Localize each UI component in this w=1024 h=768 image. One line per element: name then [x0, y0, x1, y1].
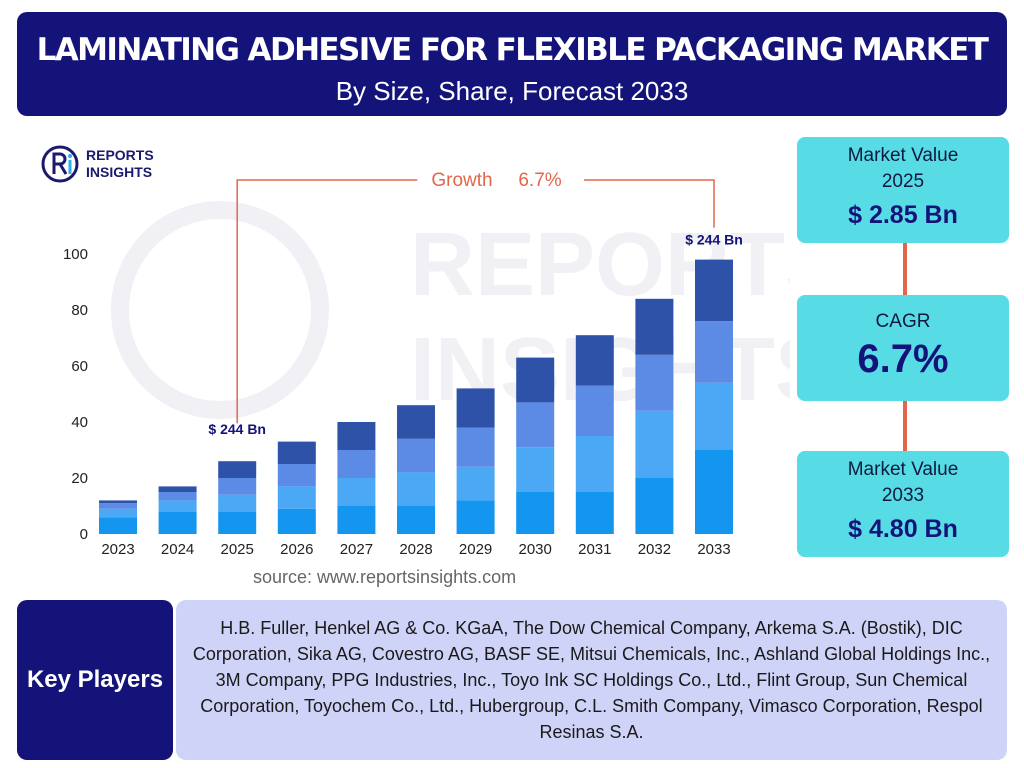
bar-segment — [575, 335, 614, 386]
bar-segment — [397, 506, 435, 534]
logo-text-reports: REPORTS — [86, 147, 154, 163]
growth-label: Growth — [431, 170, 492, 191]
bar-segment — [516, 447, 555, 492]
end-value-label: $ 244 Bn — [685, 232, 743, 248]
brand-logo: REPORTS INSIGHTS — [40, 144, 154, 184]
bar-segment — [99, 508, 137, 518]
x-tick-label: 2031 — [578, 541, 611, 558]
bar-segment — [575, 436, 614, 492]
market-value-2025-label: Market Value 2025 — [847, 145, 959, 192]
start-value-label: $ 244 Bn — [208, 421, 266, 437]
cagr-card: CAGR 6.7% — [797, 295, 1009, 401]
key-players-label: Key Players — [17, 600, 173, 760]
x-tick-label: 2033 — [697, 541, 730, 558]
x-tick-label: 2029 — [459, 541, 492, 558]
bar-segment — [695, 450, 733, 534]
header-banner: LAMINATING ADHESIVE FOR FLEXIBLE PACKAGI… — [17, 12, 1007, 116]
market-value-2033-card: Market Value 2033 $ 4.80 Bn — [797, 451, 1009, 557]
growth-line-left — [236, 179, 418, 424]
bar-segment — [695, 321, 733, 383]
stat-connector-bottom — [903, 401, 907, 451]
bar-segment — [277, 441, 316, 464]
x-tick-label: 2027 — [340, 541, 373, 558]
market-value-2025-card: Market Value 2025 $ 2.85 Bn — [797, 137, 1009, 243]
x-tick-label: 2024 — [161, 541, 194, 558]
bar-segment — [397, 438, 435, 473]
bar-segment — [218, 478, 257, 495]
y-tick-label: 20 — [71, 470, 88, 487]
bar-segment — [158, 500, 197, 512]
cagr-label: CAGR — [875, 311, 931, 332]
x-tick-label: 2028 — [399, 541, 432, 558]
key-players-list: H.B. Fuller, Henkel AG & Co. KGaA, The D… — [192, 618, 991, 742]
x-tick-label: 2025 — [221, 541, 254, 558]
market-value-2033-label: Market Value 2033 — [847, 459, 959, 506]
bar-segment — [337, 478, 376, 506]
stacked-bar-chart: 0 20 40 60 80 100 2023 2024 2025 2026 2027 2028 2029… — [63, 170, 743, 558]
cagr-value: 6.7% — [857, 337, 949, 381]
bar-segment — [337, 450, 376, 478]
bar-segment — [695, 382, 733, 450]
bar-segment — [635, 354, 674, 411]
x-tick-label: 2023 — [101, 541, 134, 558]
market-value-2033-value: $ 4.80 Bn — [848, 515, 958, 543]
ri-logo-icon — [41, 145, 79, 183]
growth-line-right — [584, 179, 715, 228]
x-tick-label: 2032 — [638, 541, 671, 558]
market-value-2025-value: $ 2.85 Bn — [848, 201, 958, 229]
bar-segment — [277, 486, 316, 509]
bar-segment — [456, 500, 495, 534]
bar-segment — [695, 259, 733, 322]
bar-segment — [456, 427, 495, 467]
y-tick-label: 60 — [71, 358, 88, 375]
bar-segment — [635, 478, 674, 534]
y-tick-label: 100 — [63, 246, 88, 263]
bar-segment — [516, 492, 555, 534]
y-tick-label: 40 — [71, 414, 88, 431]
page-subtitle: By Size, Share, Forecast 2033 — [335, 76, 689, 106]
bar-segment — [397, 405, 435, 439]
bar-segment — [218, 461, 257, 478]
bar-segment — [99, 500, 137, 504]
growth-value: 6.7% — [518, 170, 561, 191]
y-tick-label: 0 — [80, 526, 88, 543]
bar-segment — [516, 402, 555, 448]
bar-segment — [397, 472, 435, 506]
x-tick-label: 2026 — [280, 541, 313, 558]
bar-segment — [277, 508, 316, 534]
bar-segment — [575, 492, 614, 534]
bar-segment — [635, 298, 674, 355]
bar-segment — [99, 517, 137, 534]
stat-connector-top — [903, 243, 907, 295]
bar-segment — [158, 486, 197, 492]
bar-segment — [456, 466, 495, 501]
bar-segment — [277, 464, 316, 487]
bar-segment — [456, 388, 495, 428]
bar-segment — [158, 511, 197, 534]
key-players-panel: H.B. Fuller, Henkel AG & Co. KGaA, The D… — [176, 600, 1007, 760]
bar-segment — [575, 385, 614, 436]
bar-segment — [516, 357, 555, 403]
bar-segment — [218, 494, 257, 512]
bar-segment — [218, 511, 257, 534]
logo-text-insights: INSIGHTS — [86, 164, 153, 180]
bar-segment — [99, 503, 137, 509]
bar-segment — [337, 422, 376, 450]
page-title: LAMINATING ADHESIVE FOR FLEXIBLE PACKAGI… — [36, 32, 989, 68]
bar-segment — [635, 410, 674, 478]
x-tick-label: 2030 — [519, 541, 552, 558]
bar-segment — [158, 492, 197, 501]
source-note: source: www.reportsinsights.com — [253, 567, 517, 587]
bar-segment — [337, 506, 376, 534]
y-tick-label: 80 — [71, 302, 88, 319]
